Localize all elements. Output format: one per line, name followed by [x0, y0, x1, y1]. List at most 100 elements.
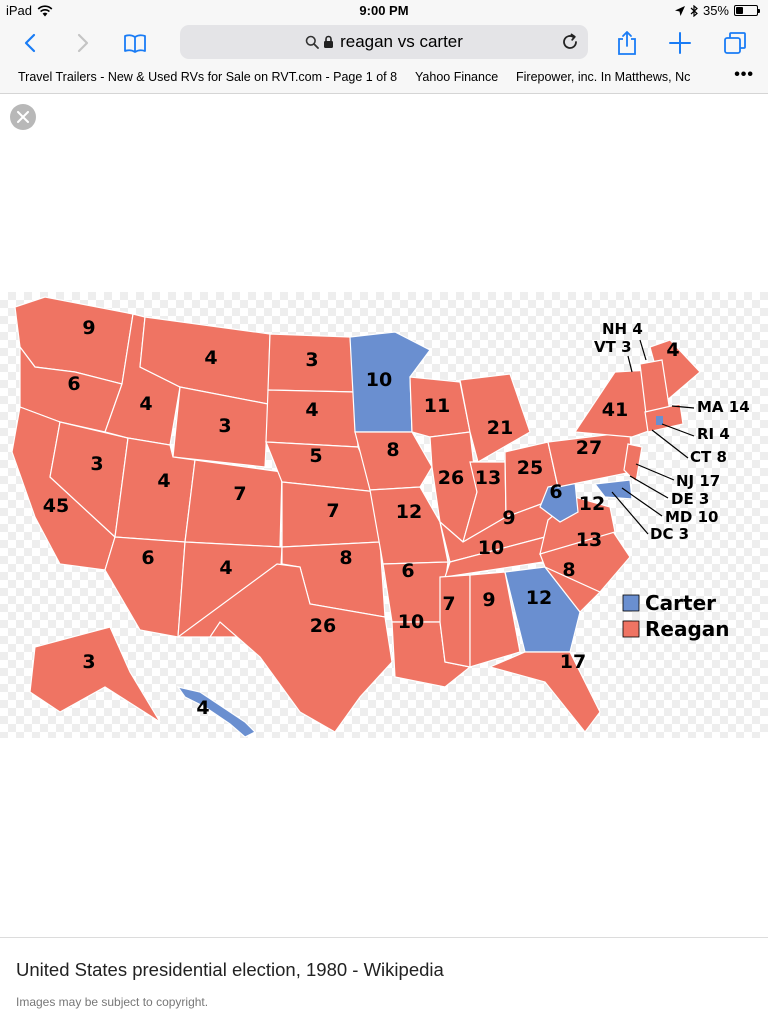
plus-icon	[669, 32, 691, 54]
state-votes-ok: 8	[339, 547, 352, 569]
address-bar[interactable]: reagan vs carter	[180, 25, 588, 59]
state-votes-nv: 3	[90, 453, 103, 475]
callout-label: MA 14	[697, 398, 750, 416]
lock-icon	[324, 35, 334, 48]
device-name: iPad	[6, 3, 33, 18]
new-tab-button[interactable]	[665, 28, 695, 58]
state-votes-il: 26	[438, 467, 464, 489]
back-button[interactable]	[16, 28, 46, 58]
election-map[interactable]: 9 6 45 3 4 4 3 4 6 7 4 3 4 5 7 8 26 10 8 12 6 10 11 26 21 13 25 9 10…	[0, 292, 768, 738]
callout-line	[621, 487, 663, 517]
callout-line	[639, 339, 647, 361]
state-votes-ms: 7	[442, 593, 455, 615]
state-votes-az: 6	[141, 547, 154, 569]
state-votes-tn: 10	[478, 537, 504, 559]
chevron-left-icon	[24, 33, 36, 53]
chevron-right-icon	[77, 33, 89, 53]
state-votes-hi: 4	[196, 697, 209, 719]
state-votes-ks: 7	[326, 500, 339, 522]
state-shape-wy[interactable]	[172, 386, 269, 468]
state-shape-ak[interactable]	[29, 626, 161, 723]
book-icon	[124, 34, 146, 53]
callout-line	[629, 475, 669, 499]
state-votes-me: 4	[666, 339, 679, 361]
callout-label: DC 3	[650, 525, 689, 543]
share-icon	[618, 31, 636, 55]
callout-line	[635, 463, 675, 481]
state-shape-hi[interactable]	[176, 686, 257, 738]
bookmark-item[interactable]: Firepower, inc. In Matthews, Nc	[516, 70, 691, 84]
callout-line	[671, 405, 695, 409]
state-votes-tx: 26	[310, 615, 336, 637]
reload-icon[interactable]	[560, 32, 580, 52]
state-votes-wi: 11	[424, 395, 450, 417]
state-votes-ny: 41	[602, 399, 628, 421]
state-votes-al: 9	[482, 589, 495, 611]
state-votes-ia: 8	[386, 439, 399, 461]
state-shape-ia[interactable]	[354, 431, 433, 491]
callout-line	[651, 429, 689, 459]
state-shape-mo[interactable]	[369, 486, 449, 565]
close-icon	[17, 111, 29, 123]
wifi-icon	[37, 4, 53, 16]
state-shape-mi[interactable]	[459, 373, 531, 463]
state-votes-ca: 45	[43, 495, 69, 517]
battery-icon	[734, 5, 760, 16]
state-shape-al[interactable]	[469, 571, 521, 668]
state-votes-pa: 27	[576, 437, 602, 459]
state-votes-nc: 13	[576, 529, 602, 551]
bookmarks-button[interactable]	[120, 28, 150, 58]
more-bookmarks-button[interactable]: •••	[734, 66, 754, 83]
forward-button[interactable]	[67, 28, 97, 58]
legend-swatch-carter	[622, 594, 640, 612]
state-votes-in: 13	[475, 467, 501, 489]
state-shape-ms[interactable]	[439, 574, 471, 668]
state-votes-ne: 5	[309, 445, 322, 467]
tabs-icon	[724, 32, 746, 54]
browser-toolbar: reagan vs carter	[0, 22, 768, 64]
tabs-button[interactable]	[720, 28, 750, 58]
status-bar: iPad 9:00 PM 35%	[0, 0, 768, 22]
state-votes-ar: 6	[401, 560, 414, 582]
bluetooth-icon	[690, 4, 698, 17]
state-votes-mn: 10	[366, 369, 392, 391]
state-shape-az[interactable]	[104, 536, 186, 638]
bookmark-item[interactable]: Yahoo Finance	[415, 70, 499, 84]
copyright-note: Images may be subject to copyright.	[16, 995, 209, 1009]
state-votes-mt: 4	[204, 347, 217, 369]
state-shape-md[interactable]	[593, 479, 633, 500]
legend-swatch-reagan	[622, 620, 640, 638]
state-votes-fl: 17	[560, 651, 586, 673]
caption-divider	[0, 937, 768, 938]
address-icons	[305, 35, 334, 49]
state-shape-ri[interactable]	[656, 416, 663, 425]
callout-line	[661, 423, 695, 437]
state-votes-va: 12	[579, 493, 605, 515]
callout-label: DE 3	[671, 490, 709, 508]
battery-percent: 35%	[702, 3, 729, 18]
state-votes-wy: 3	[218, 415, 231, 437]
state-votes-id: 4	[139, 393, 152, 415]
state-votes-ky: 9	[502, 507, 515, 529]
close-button[interactable]	[10, 104, 36, 130]
state-votes-la: 10	[398, 611, 424, 633]
url-text: reagan vs carter	[340, 32, 463, 51]
state-shape-fl[interactable]	[488, 651, 601, 733]
bookmarks-bar: Travel Trailers - New & Used RVs for Sal…	[0, 64, 768, 94]
image-source-title[interactable]: United States presidential election, 198…	[16, 959, 444, 980]
state-votes-ak: 3	[82, 651, 95, 673]
state-votes-wa: 9	[82, 317, 95, 339]
state-shape-tx[interactable]	[176, 563, 393, 733]
bookmark-item[interactable]: Travel Trailers - New & Used RVs for Sal…	[18, 70, 398, 84]
callout-label: NH 4	[602, 320, 643, 338]
status-time: 9:00 PM	[359, 3, 409, 18]
state-shape-nj[interactable]	[623, 443, 643, 484]
callout-line	[627, 355, 633, 373]
state-votes-wv: 6	[549, 481, 562, 503]
state-shape-ma_ct[interactable]	[644, 403, 684, 433]
share-button[interactable]	[612, 28, 642, 58]
callout-label: MD 10	[665, 508, 718, 526]
state-votes-ga: 12	[526, 587, 552, 609]
callout-label: RI 4	[697, 425, 730, 443]
